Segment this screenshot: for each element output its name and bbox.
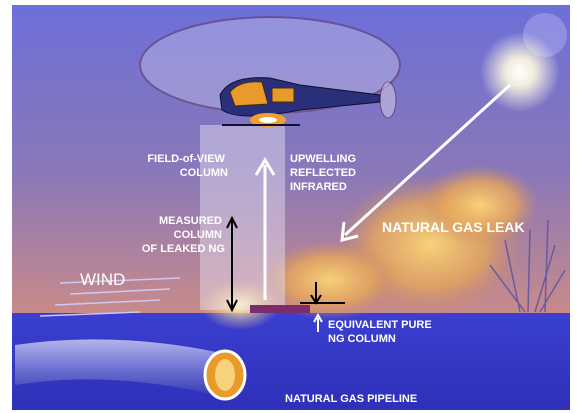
illustration: FIELD-of-VIEW COLUMN UPWELLING REFLECTED…	[0, 0, 579, 413]
label-line: MEASURED	[159, 215, 222, 227]
label-line: NG COLUMN	[328, 333, 396, 345]
equivalent-bar	[250, 305, 310, 313]
label-line: COLUMN	[180, 167, 228, 179]
pipeline-label: NATURAL GAS PIPELINE	[285, 393, 417, 405]
label-line: REFLECTED	[290, 167, 356, 179]
label-line: INFRARED	[290, 181, 347, 193]
label-line: COLUMN	[174, 229, 222, 241]
wind-label: WIND	[80, 270, 125, 289]
page: FIELD-of-VIEW COLUMN UPWELLING REFLECTED…	[0, 0, 579, 413]
label-line: FIELD-of-VIEW	[147, 153, 225, 165]
label-line: EQUIVALENT PURE	[328, 319, 432, 331]
leak-label: NATURAL GAS LEAK	[382, 219, 525, 235]
label-line: UPWELLING	[290, 153, 356, 165]
label-line: OF LEAKED NG	[142, 243, 225, 255]
